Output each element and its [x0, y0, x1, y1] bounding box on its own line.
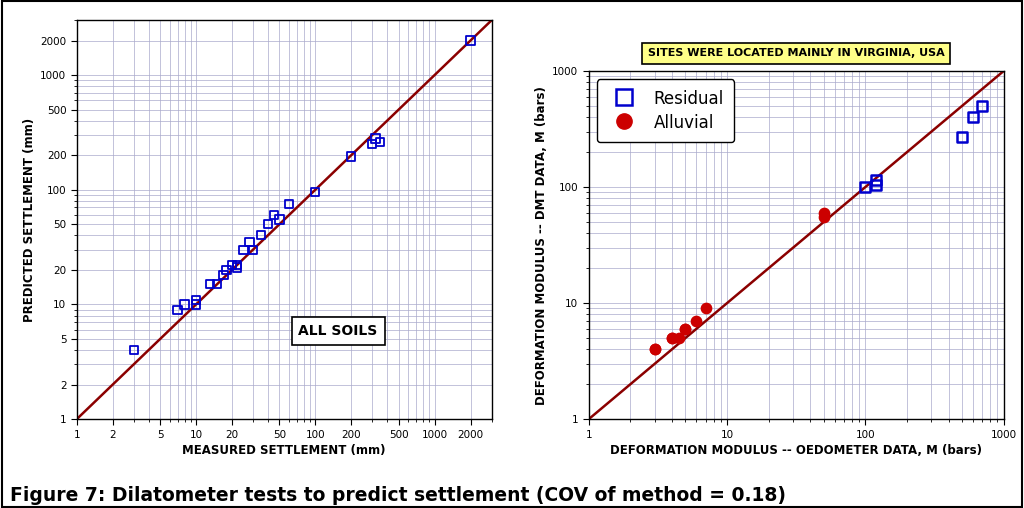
- X-axis label: DEFORMATION MODULUS -- OEDOMETER DATA, M (bars): DEFORMATION MODULUS -- OEDOMETER DATA, M…: [610, 443, 982, 457]
- Point: [815, 209, 831, 217]
- Legend: Residual, Alluvial: Residual, Alluvial: [597, 79, 734, 142]
- Point: [677, 325, 693, 333]
- Point: [218, 266, 234, 274]
- Point: [253, 231, 269, 239]
- Point: [169, 306, 185, 314]
- Point: [236, 246, 252, 254]
- Text: SITES WERE LOCATED MAINLY IN VIRGINIA, USA: SITES WERE LOCATED MAINLY IN VIRGINIA, U…: [648, 48, 944, 58]
- Point: [815, 213, 831, 221]
- Point: [187, 300, 204, 308]
- Point: [965, 113, 981, 121]
- Point: [857, 183, 873, 191]
- Point: [646, 345, 663, 354]
- Point: [281, 200, 297, 208]
- Point: [126, 346, 142, 354]
- Point: [868, 176, 885, 184]
- Point: [271, 215, 288, 224]
- Y-axis label: DEFORMATION MODULUS -- DMT DATA, M (bars): DEFORMATION MODULUS -- DMT DATA, M (bars…: [536, 86, 548, 404]
- Point: [697, 304, 714, 312]
- Point: [242, 238, 258, 246]
- Y-axis label: PREDICTED SETTLEMENT (mm): PREDICTED SETTLEMENT (mm): [24, 118, 36, 322]
- Point: [215, 271, 231, 279]
- Point: [209, 280, 225, 288]
- Point: [187, 296, 204, 304]
- Point: [368, 135, 384, 143]
- Point: [974, 102, 990, 110]
- Point: [228, 263, 245, 271]
- Text: Figure 7: Dilatometer tests to predict settlement (COV of method = 0.18): Figure 7: Dilatometer tests to predict s…: [10, 487, 786, 505]
- X-axis label: MEASURED SETTLEMENT (mm): MEASURED SETTLEMENT (mm): [182, 443, 386, 457]
- Point: [688, 317, 705, 325]
- Point: [671, 334, 687, 342]
- Point: [228, 261, 245, 269]
- Point: [868, 180, 885, 188]
- Point: [260, 220, 276, 228]
- Point: [664, 334, 680, 342]
- Point: [307, 188, 324, 197]
- Point: [202, 280, 218, 288]
- Point: [266, 211, 283, 219]
- Point: [372, 138, 388, 146]
- Point: [224, 261, 241, 269]
- Text: ALL SOILS: ALL SOILS: [298, 325, 378, 338]
- Point: [176, 300, 193, 308]
- Point: [343, 152, 359, 161]
- Point: [646, 345, 663, 354]
- Point: [365, 140, 381, 148]
- Point: [953, 133, 970, 141]
- Point: [462, 37, 478, 45]
- Point: [677, 325, 693, 333]
- Point: [245, 246, 261, 254]
- Point: [664, 334, 680, 342]
